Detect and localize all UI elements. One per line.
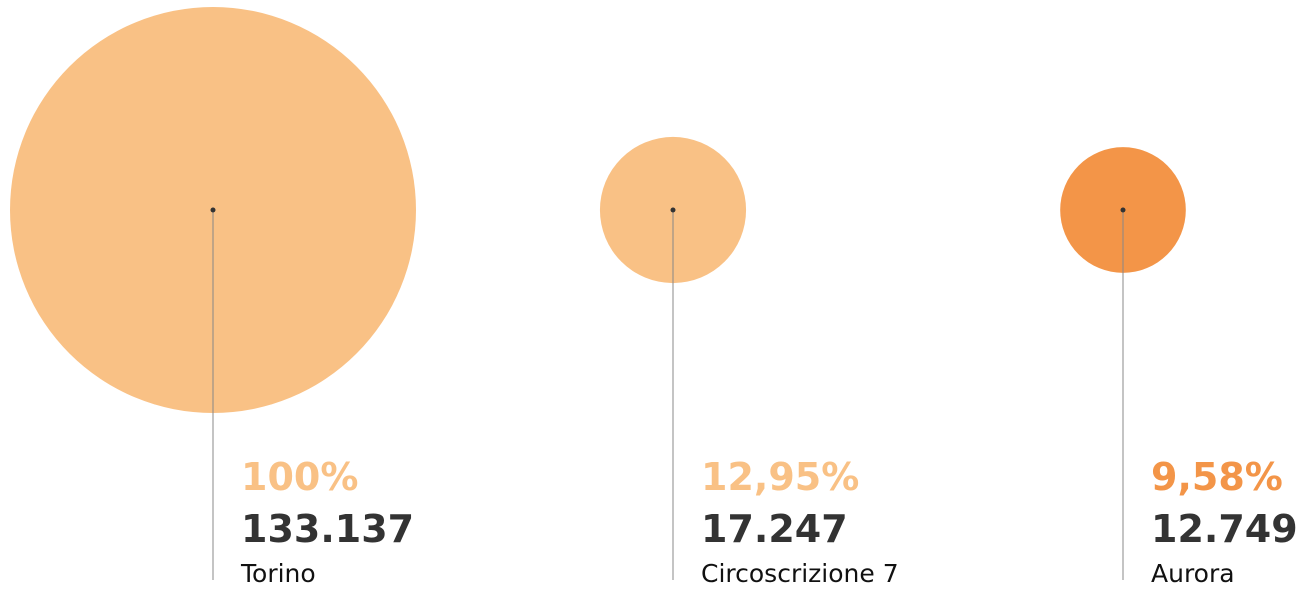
value-label: 12.749 [1151, 507, 1298, 551]
center-dot [1120, 207, 1126, 213]
share-label: 9,58% [1151, 455, 1283, 499]
value-label: 133.137 [241, 507, 414, 551]
category-label: Circoscrizione 7 [701, 559, 899, 588]
share-label: 100% [241, 455, 358, 499]
value-label: 17.247 [701, 507, 848, 551]
category-label: Torino [240, 559, 316, 588]
center-dot [210, 207, 216, 213]
center-dot [670, 207, 676, 213]
category-label: Aurora [1151, 559, 1235, 588]
share-label: 12,95% [701, 455, 859, 499]
